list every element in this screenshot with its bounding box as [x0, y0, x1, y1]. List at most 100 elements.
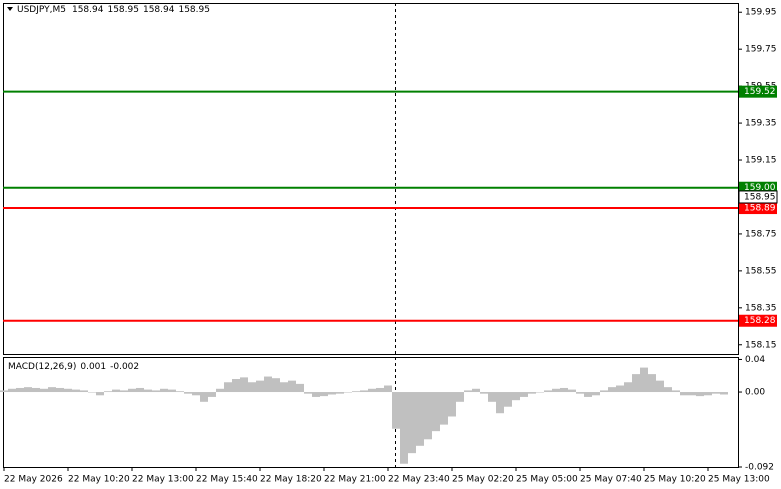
y-tick-label: 0.00: [745, 388, 765, 398]
macd-bar: [344, 392, 352, 393]
macd-bar: [416, 392, 424, 446]
y-tick-label: 159.15: [745, 156, 777, 166]
x-tick-label: 25 May 10:20: [644, 475, 706, 485]
macd-bar: [320, 392, 328, 397]
x-tick-label: 22 May 2026: [4, 475, 63, 485]
macd-bar: [616, 385, 624, 393]
quote-low: 158.94: [143, 5, 175, 15]
macd-bar: [16, 387, 24, 393]
macd-bar: [72, 389, 80, 393]
macd-bar: [376, 387, 384, 393]
quote-open: 158.94: [72, 5, 104, 15]
macd-bar: [528, 392, 536, 394]
macd-bar: [672, 390, 680, 393]
macd-bar: [328, 392, 336, 395]
last-price-box: [738, 190, 778, 204]
macd-panel: [3, 357, 739, 468]
macd-bar: [24, 387, 32, 393]
macd-bar: [368, 388, 376, 393]
macd-bar: [248, 382, 256, 393]
macd-bar: [456, 392, 464, 402]
macd-bar: [136, 387, 144, 393]
macd-bar: [600, 390, 608, 393]
macd-bar: [648, 374, 656, 393]
macd-bar: [8, 388, 16, 393]
macd-bar: [40, 388, 48, 393]
x-tick-label: 25 May 07:40: [580, 475, 642, 485]
macd-bar: [200, 392, 208, 402]
macd-bar: [152, 390, 160, 393]
macd-bar: [560, 387, 568, 393]
macd-bar: [424, 392, 432, 440]
macd-bar: [168, 389, 176, 393]
macd-bar: [568, 389, 576, 393]
macd-bar: [224, 382, 232, 393]
macd-bar: [184, 392, 192, 394]
macd-bar: [464, 390, 472, 393]
x-tick-label: 22 May 10:20: [68, 475, 130, 485]
macd-bar: [120, 390, 128, 393]
macd-bar: [720, 392, 728, 395]
y-tick-label: 158.35: [745, 303, 777, 313]
x-tick-label: 22 May 23:40: [388, 475, 450, 485]
x-tick-label: 22 May 21:00: [324, 475, 386, 485]
macd-signal: -0.002: [110, 362, 139, 372]
macd-bar: [552, 388, 560, 393]
macd-bar: [504, 392, 512, 407]
y-tick-label: 159.35: [745, 119, 777, 129]
macd-bar: [272, 378, 280, 393]
level-label-bg: [739, 314, 777, 327]
macd-bar: [408, 392, 416, 454]
main-panel: [3, 3, 739, 355]
macd-bar: [104, 391, 112, 393]
macd-bar: [440, 392, 448, 425]
macd-bar: [472, 388, 480, 393]
macd-bar: [312, 392, 320, 397]
macd-bar: [112, 389, 120, 393]
macd-bar: [56, 387, 64, 393]
macd-bar: [384, 385, 392, 393]
macd-bar: [88, 392, 96, 393]
macd-bar: [400, 392, 408, 464]
macd-bar: [512, 392, 520, 401]
macd-bar: [520, 392, 528, 397]
macd-bar: [544, 390, 552, 393]
macd-bar: [624, 382, 632, 393]
macd-bar: [360, 390, 368, 393]
level-label-bg: [739, 85, 777, 98]
macd-bar: [640, 367, 648, 393]
macd-bar: [232, 379, 240, 393]
quote-high: 158.95: [107, 5, 139, 15]
level-label: 158.89: [744, 204, 776, 214]
macd-bar: [584, 392, 592, 397]
macd-bar: [96, 392, 104, 396]
macd-bar: [632, 374, 640, 393]
macd-bar: [264, 376, 272, 393]
y-tick-label: 159.95: [745, 8, 777, 18]
macd-bar: [352, 391, 360, 393]
macd-bar: [496, 392, 504, 414]
macd-bar: [0, 390, 8, 393]
level-label: 158.28: [744, 316, 776, 326]
macd-header: MACD(12,26,9) 0.001 -0.002: [8, 362, 139, 372]
macd-bar: [696, 392, 704, 397]
macd-bar: [712, 392, 720, 394]
macd-bar: [288, 380, 296, 393]
macd-bar: [48, 387, 56, 393]
macd-bar: [240, 377, 248, 393]
macd-bar: [128, 388, 136, 393]
macd-bar: [488, 392, 496, 402]
macd-bar: [144, 389, 152, 393]
macd-bar: [680, 392, 688, 396]
macd-bar: [576, 392, 584, 394]
y-tick-label: 158.55: [745, 266, 777, 276]
x-tick-label: 25 May 05:00: [516, 475, 578, 485]
macd-bar: [160, 388, 168, 393]
macd-bar: [80, 390, 88, 393]
y-tick-label: 0.04: [745, 355, 765, 365]
macd-bar: [216, 388, 224, 393]
macd-bar: [448, 392, 456, 417]
y-tick-label: -0.092: [745, 463, 774, 473]
